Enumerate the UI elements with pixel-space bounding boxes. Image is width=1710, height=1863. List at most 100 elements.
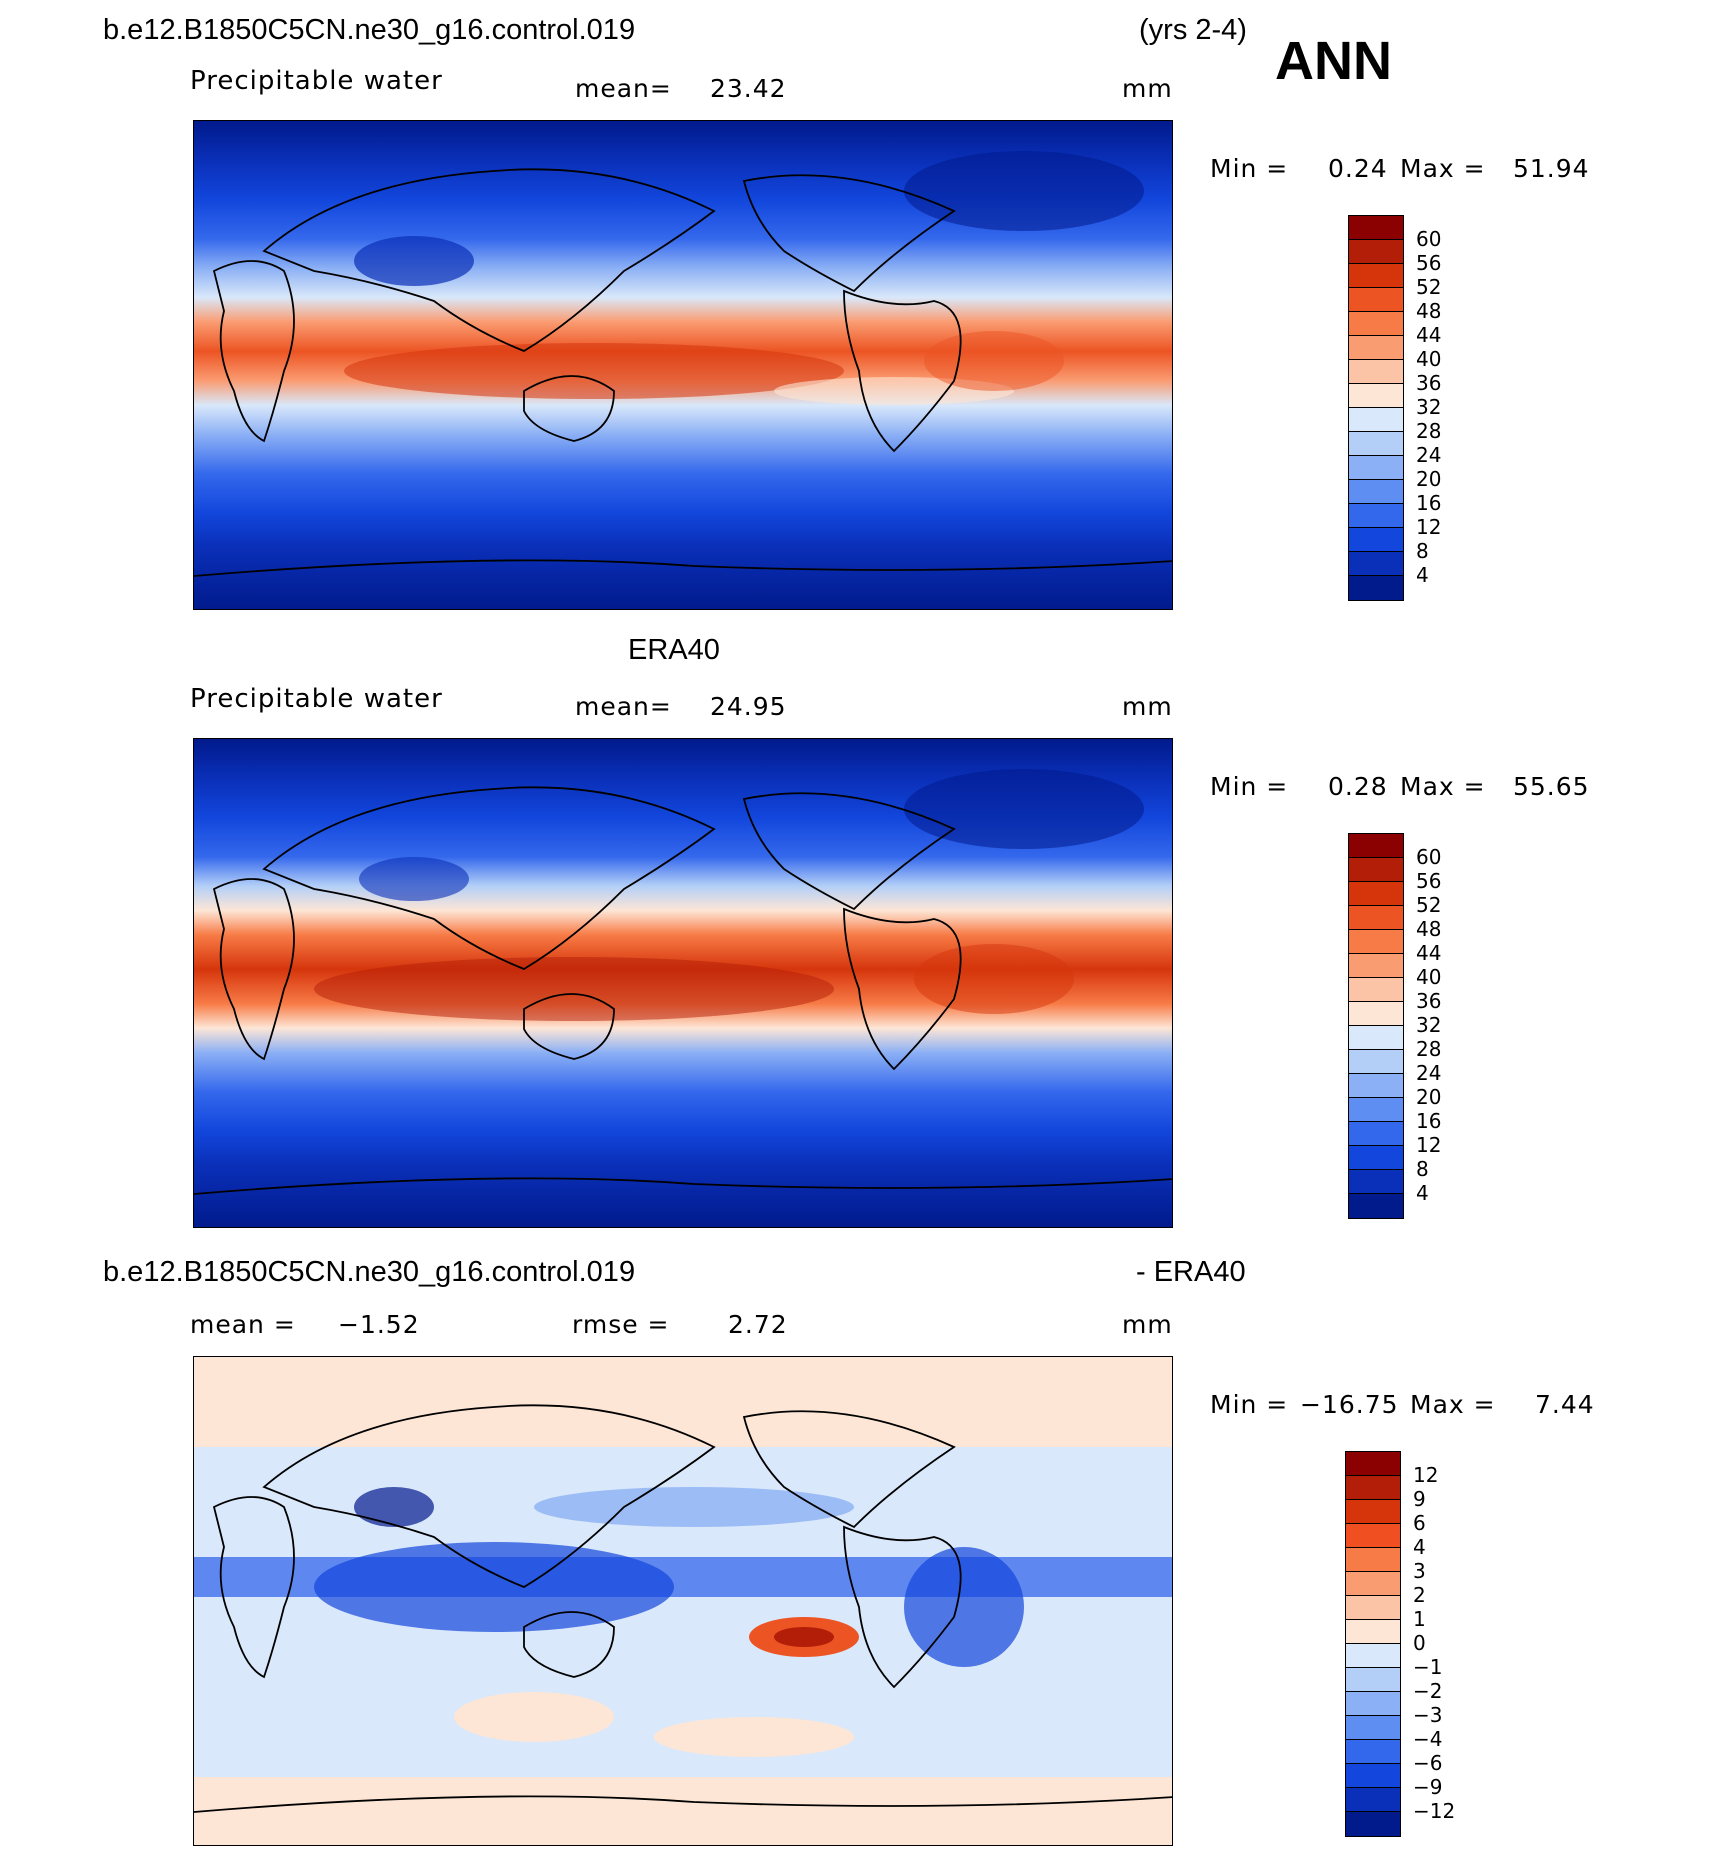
- colorbar-tick-label: 40: [1416, 965, 1442, 989]
- panel1-min-value: 0.24: [1328, 154, 1388, 183]
- colorbar-swatch: [1346, 1476, 1400, 1500]
- season-label: ANN: [1275, 31, 1392, 91]
- colorbar-swatch: [1346, 1572, 1400, 1596]
- colorbar-swatch: [1349, 288, 1403, 312]
- panel3-rmse-label: rmse =: [572, 1310, 670, 1339]
- panel2-mean-value: 24.95: [710, 692, 787, 721]
- colorbar-tick-label: 12: [1416, 1133, 1442, 1157]
- colorbar-swatch: [1349, 480, 1403, 504]
- colorbar-tick-label: 0: [1413, 1631, 1426, 1655]
- colorbar-tick-label: 4: [1416, 563, 1429, 587]
- panel3-min-label: Min =: [1210, 1390, 1289, 1419]
- colorbar-swatch: [1349, 954, 1403, 978]
- colorbar-swatch: [1349, 552, 1403, 576]
- colorbar-swatch: [1349, 384, 1403, 408]
- colorbar-tick-label: −3: [1413, 1703, 1443, 1727]
- panel1-colorbar: [1348, 215, 1404, 601]
- colorbar-tick-label: 52: [1416, 275, 1442, 299]
- colorbar-swatch: [1349, 1146, 1403, 1170]
- colorbar-tick-label: 24: [1416, 443, 1442, 467]
- panel1-variable: Precipitable water: [190, 66, 443, 96]
- panel1-mean-label: mean=: [575, 74, 672, 103]
- colorbar-tick-label: 16: [1416, 491, 1442, 515]
- colorbar-tick-label: 32: [1416, 1013, 1442, 1037]
- colorbar-tick-label: 20: [1416, 1085, 1442, 1109]
- colorbar-tick-label: 56: [1416, 869, 1442, 893]
- colorbar-swatch: [1349, 834, 1403, 858]
- panel3-mean-value: −1.52: [338, 1310, 420, 1339]
- colorbar-tick-label: 20: [1416, 467, 1442, 491]
- case-title: b.e12.B1850C5CN.ne30_g16.control.019: [103, 14, 636, 46]
- panel3-title-right: - ERA40: [1136, 1256, 1246, 1288]
- colorbar-swatch: [1346, 1500, 1400, 1524]
- colorbar-swatch: [1346, 1452, 1400, 1476]
- colorbar-tick-label: 8: [1416, 1157, 1429, 1181]
- colorbar-swatch: [1349, 1002, 1403, 1026]
- colorbar-swatch: [1346, 1764, 1400, 1788]
- panel2-variable: Precipitable water: [190, 684, 443, 714]
- colorbar-swatch: [1349, 906, 1403, 930]
- colorbar-swatch: [1346, 1596, 1400, 1620]
- years-label: (yrs 2-4): [1139, 14, 1247, 46]
- panel3-max-label: Max =: [1410, 1390, 1496, 1419]
- colorbar-swatch: [1349, 264, 1403, 288]
- colorbar-swatch: [1346, 1620, 1400, 1644]
- colorbar-tick-label: 40: [1416, 347, 1442, 371]
- panel3-difference-map: [193, 1356, 1173, 1846]
- panel3-mean-label: mean =: [190, 1310, 296, 1339]
- colorbar-tick-label: 8: [1416, 539, 1429, 563]
- colorbar-tick-label: 32: [1416, 395, 1442, 419]
- panel1-max-label: Max =: [1400, 154, 1486, 183]
- panel2-colorbar: [1348, 833, 1404, 1219]
- panel2-min-value: 0.28: [1328, 772, 1388, 801]
- colorbar-tick-label: 60: [1416, 227, 1442, 251]
- panel2-max-value: 55.65: [1513, 772, 1590, 801]
- colorbar-swatch: [1346, 1548, 1400, 1572]
- colorbar-swatch: [1346, 1788, 1400, 1812]
- colorbar-tick-label: −6: [1413, 1751, 1443, 1775]
- colorbar-swatch: [1349, 336, 1403, 360]
- colorbar-tick-label: −2: [1413, 1679, 1443, 1703]
- colorbar-swatch: [1346, 1524, 1400, 1548]
- colorbar-swatch: [1349, 1026, 1403, 1050]
- colorbar-tick-label: −12: [1413, 1799, 1456, 1823]
- panel2-max-label: Max =: [1400, 772, 1486, 801]
- colorbar-tick-label: 4: [1416, 1181, 1429, 1205]
- colorbar-tick-label: −4: [1413, 1727, 1443, 1751]
- colorbar-tick-label: −9: [1413, 1775, 1443, 1799]
- colorbar-tick-label: 36: [1416, 989, 1442, 1013]
- panel3-units: mm: [1122, 1310, 1173, 1339]
- colorbar-swatch: [1346, 1740, 1400, 1764]
- colorbar-swatch: [1346, 1644, 1400, 1668]
- colorbar-tick-label: 2: [1413, 1583, 1426, 1607]
- panel1-min-label: Min =: [1210, 154, 1289, 183]
- colorbar-tick-label: 44: [1416, 941, 1442, 965]
- colorbar-swatch: [1349, 1098, 1403, 1122]
- colorbar-tick-label: 4: [1413, 1535, 1426, 1559]
- colorbar-tick-label: 12: [1416, 515, 1442, 539]
- colorbar-swatch: [1349, 978, 1403, 1002]
- colorbar-swatch: [1349, 432, 1403, 456]
- colorbar-tick-label: 52: [1416, 893, 1442, 917]
- colorbar-tick-label: 1: [1413, 1607, 1426, 1631]
- colorbar-tick-label: 16: [1416, 1109, 1442, 1133]
- colorbar-swatch: [1349, 1050, 1403, 1074]
- colorbar-swatch: [1346, 1668, 1400, 1692]
- panel2-min-label: Min =: [1210, 772, 1289, 801]
- colorbar-tick-label: 24: [1416, 1061, 1442, 1085]
- colorbar-swatch: [1346, 1716, 1400, 1740]
- colorbar-swatch: [1349, 1194, 1403, 1218]
- colorbar-swatch: [1349, 240, 1403, 264]
- colorbar-tick-label: −1: [1413, 1655, 1443, 1679]
- colorbar-tick-label: 28: [1416, 1037, 1442, 1061]
- panel1-mean-value: 23.42: [710, 74, 787, 103]
- panel1-units: mm: [1122, 74, 1173, 103]
- colorbar-tick-label: 60: [1416, 845, 1442, 869]
- colorbar-tick-label: 6: [1413, 1511, 1426, 1535]
- colorbar-tick-label: 48: [1416, 917, 1442, 941]
- panel2-era40-map: [193, 738, 1173, 1228]
- colorbar-swatch: [1346, 1812, 1400, 1836]
- panel2-mean-label: mean=: [575, 692, 672, 721]
- panel3-title-left: b.e12.B1850C5CN.ne30_g16.control.019: [103, 1256, 636, 1288]
- colorbar-tick-label: 3: [1413, 1559, 1426, 1583]
